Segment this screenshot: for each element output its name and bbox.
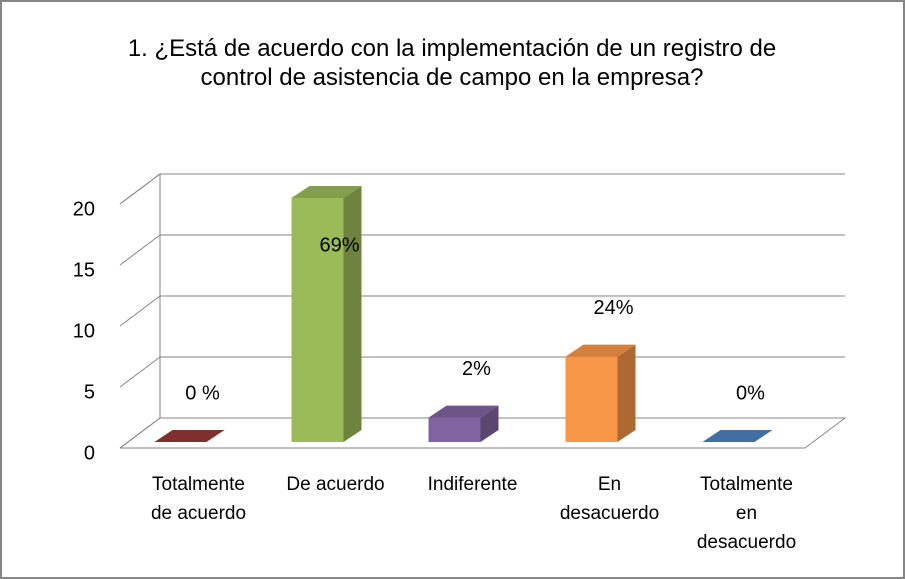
data-label: 2% bbox=[462, 358, 491, 380]
grid-line bbox=[119, 234, 845, 266]
y-tick-label: 20 bbox=[73, 198, 95, 220]
x-tick-label: Indiferente bbox=[427, 474, 518, 495]
data-label: 24% bbox=[593, 297, 633, 319]
bar-top bbox=[291, 186, 362, 198]
bar-top bbox=[565, 344, 636, 357]
data-label: 69% bbox=[319, 234, 359, 256]
bar-top bbox=[428, 405, 499, 418]
bar bbox=[291, 186, 362, 442]
bar-side bbox=[617, 344, 636, 442]
grid-line bbox=[119, 173, 845, 205]
y-tick-label: 15 bbox=[73, 259, 95, 281]
y-tick-label: 0 bbox=[84, 442, 95, 464]
data-label: 0% bbox=[736, 382, 765, 404]
bar-front bbox=[565, 356, 618, 442]
bar-top bbox=[154, 430, 225, 442]
bar-top bbox=[702, 430, 773, 442]
bar bbox=[702, 430, 773, 442]
x-tick-label: Totalmente en desacuerdo bbox=[696, 474, 797, 553]
grid-line bbox=[119, 295, 845, 327]
x-tick-label: De acuerdo bbox=[286, 474, 385, 495]
y-tick-label: 10 bbox=[73, 320, 95, 342]
bar bbox=[154, 430, 225, 442]
bar-side bbox=[343, 186, 362, 442]
bar bbox=[565, 344, 636, 442]
y-tick-label: 5 bbox=[84, 381, 95, 403]
x-tick-label: En desacuerdo bbox=[559, 474, 660, 524]
bar-front bbox=[291, 198, 344, 442]
bar-front bbox=[428, 417, 481, 442]
chart-title: 1. ¿Está de acuerdo con la implementació… bbox=[127, 35, 777, 91]
bar bbox=[428, 405, 499, 442]
bar-side bbox=[480, 405, 499, 442]
x-tick-label: Totalmente de acuerdo bbox=[150, 474, 247, 524]
data-label: 0 % bbox=[185, 382, 220, 404]
